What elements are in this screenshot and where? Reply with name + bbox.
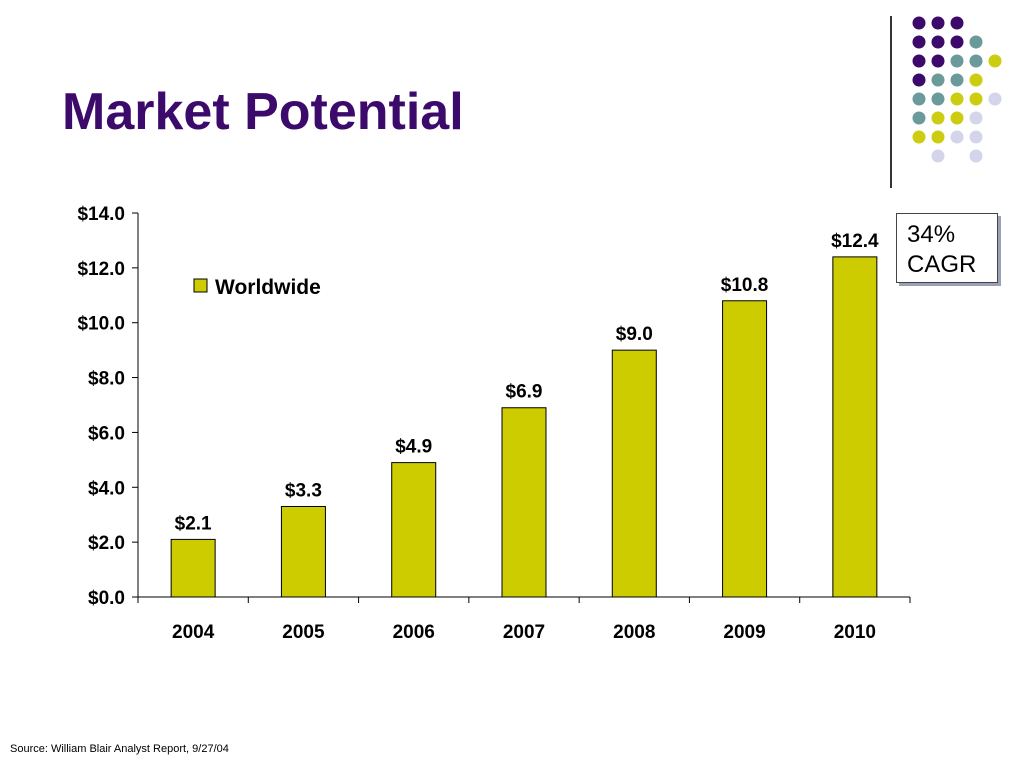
source-note: Source: William Blair Analyst Report, 9/… [10,743,229,755]
data-label-2004: $2.1 [175,513,212,534]
y-tick-label: $2.0 [88,533,125,554]
decorative-divider [890,16,892,188]
decorative-dot [912,16,926,30]
x-tick-label: 2005 [282,622,325,643]
bar-2005 [280,505,326,598]
data-label-2005: $3.3 [285,480,322,501]
decorative-dot [912,92,926,106]
decorative-dot [988,92,1002,106]
cagr-label: CAGR [907,251,977,278]
decorative-dot [931,149,945,163]
decorative-dot [950,130,964,144]
cagr-callout: 34% CAGR [896,213,998,283]
legend-label: Worldwide [215,276,321,299]
decorative-dot [969,35,983,49]
decorative-dot [912,35,926,49]
bar-2006 [391,462,437,598]
decorative-dot [950,92,964,106]
decorative-dot [969,111,983,125]
y-tick-label: $12.0 [77,259,125,280]
bar-2004 [170,538,216,598]
decorative-dot [931,54,945,68]
y-tick-label: $8.0 [88,369,125,390]
decorative-dot [950,111,964,125]
legend-swatch [193,278,208,293]
decorative-dot [931,16,945,30]
data-label-2007: $6.9 [506,382,543,403]
y-tick-label: $0.0 [88,588,125,609]
decorative-dot [969,130,983,144]
data-label-2010: $12.4 [831,231,879,252]
x-tick-label: 2007 [503,622,545,643]
y-tick-label: $4.0 [88,478,125,499]
bar-2010 [832,256,878,598]
decorative-dot [912,73,926,87]
cagr-value: 34% [907,221,956,248]
decorative-dot [931,92,945,106]
slide-title: Market Potential [62,83,464,141]
bar-2009 [722,300,768,598]
decorative-dot [950,16,964,30]
y-tick-label: $10.0 [77,314,125,335]
decorative-dot [931,35,945,49]
decorative-dot [969,149,983,163]
y-tick-label: $6.0 [88,423,125,444]
y-tick-label: $14.0 [77,204,125,225]
bar-2007 [501,407,547,598]
decorative-dot [969,92,983,106]
x-tick-label: 2010 [834,622,876,643]
x-tick-label: 2009 [723,622,765,643]
decorative-dot [912,54,926,68]
data-label-2006: $4.9 [395,437,432,458]
decorative-dot [931,111,945,125]
data-label-2009: $10.8 [721,275,769,296]
x-tick-label: 2008 [613,622,655,643]
decorative-dot [912,111,926,125]
decorative-dot [950,73,964,87]
dot-grid-decoration [912,16,1002,163]
decorative-dot [912,130,926,144]
decorative-dot [969,54,983,68]
decorative-dot [931,130,945,144]
bar-2008 [611,349,657,598]
x-tick-label: 2006 [393,622,435,643]
decorative-dot [988,54,1002,68]
decorative-dot [950,35,964,49]
decorative-dot [950,54,964,68]
decorative-dot [969,73,983,87]
x-tick-label: 2004 [172,622,215,643]
data-label-2008: $9.0 [616,324,653,345]
decorative-dot [931,73,945,87]
